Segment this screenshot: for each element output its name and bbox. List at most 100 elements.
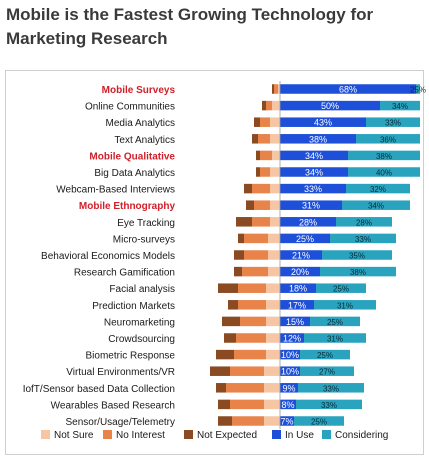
not-sure-bar <box>270 117 280 127</box>
no-interest-bar <box>244 250 268 260</box>
no-interest-bar <box>244 233 268 244</box>
category-label: Online Communities <box>85 102 175 113</box>
not-sure-bar <box>270 167 280 177</box>
not-expected-bar <box>246 200 254 210</box>
category-label: IofT/Sensor based Data Collection <box>23 384 175 395</box>
no-interest-bar <box>258 134 270 144</box>
in-use-value-label: 20% <box>291 267 309 277</box>
considering-value-label: 33% <box>323 384 339 393</box>
considering-value-label: 40% <box>376 169 392 178</box>
considering-bar <box>296 399 362 410</box>
not-expected-bar <box>256 167 260 177</box>
no-interest-bar <box>252 183 270 194</box>
in-use-value-label: 8% <box>281 400 294 410</box>
not-sure-bar <box>264 383 280 393</box>
considering-bar <box>314 300 376 310</box>
considering-bar <box>416 84 420 94</box>
considering-value-label: 33% <box>321 401 337 410</box>
in-use-bar <box>280 134 356 144</box>
in-use-bar <box>280 117 366 127</box>
page-title: Mobile is the Fastest Growing Technology… <box>6 5 374 48</box>
category-label: Behavioral Economics Models <box>41 251 175 262</box>
in-use-value-label: 10% <box>281 367 299 377</box>
in-use-value-label: 21% <box>292 251 310 261</box>
in-use-bar <box>280 383 298 393</box>
category-label: Media Analytics <box>106 118 175 129</box>
in-use-value-label: 10% <box>281 350 299 360</box>
in-use-value-label: 17% <box>288 300 306 310</box>
not-sure-bar <box>278 84 280 94</box>
considering-value-label: 25% <box>333 285 349 294</box>
category-label: Sensor/Usage/Telemetry <box>66 417 176 428</box>
in-use-value-label: 33% <box>304 184 322 194</box>
legend-swatch <box>41 430 50 439</box>
in-use-bar <box>280 84 416 94</box>
considering-value-label: 38% <box>350 268 366 277</box>
not-expected-bar <box>218 283 238 293</box>
no-interest-bar <box>260 117 270 127</box>
considering-bar <box>310 316 360 327</box>
not-sure-bar <box>270 217 280 227</box>
no-interest-bar <box>260 167 270 177</box>
not-sure-bar <box>268 266 280 277</box>
no-interest-bar <box>230 366 264 376</box>
no-interest-bar <box>238 300 266 310</box>
category-label: Big Data Analytics <box>94 168 175 179</box>
considering-bar <box>336 217 392 227</box>
in-use-value-label: 34% <box>305 168 323 178</box>
considering-bar <box>366 117 420 127</box>
legend-swatch <box>103 430 112 439</box>
considering-value-label: 25% <box>327 318 343 327</box>
legend-label: Not Sure <box>54 430 94 441</box>
in-use-value-label: 18% <box>289 284 307 294</box>
not-expected-bar <box>236 217 252 227</box>
in-use-value-label: 7% <box>280 417 293 427</box>
not-expected-bar <box>218 399 230 410</box>
in-use-bar <box>280 150 348 161</box>
legend-label: In Use <box>285 430 314 441</box>
considering-bar <box>298 383 364 393</box>
considering-bar <box>342 200 410 210</box>
in-use-bar <box>280 300 314 310</box>
in-use-bar <box>280 366 300 376</box>
category-label: Crowdsourcing <box>108 334 175 345</box>
not-expected-bar <box>216 349 234 360</box>
category-label: Research Gamification <box>74 268 175 279</box>
considering-value-label: 25% <box>317 351 333 360</box>
considering-value-label: 31% <box>327 335 343 344</box>
category-label: Mobile Qualitative <box>89 151 175 162</box>
considering-bar <box>316 283 366 293</box>
not-sure-bar <box>266 333 280 343</box>
in-use-bar <box>280 399 296 410</box>
not-sure-bar <box>266 349 280 360</box>
in-use-value-label: 68% <box>339 85 357 95</box>
not-sure-bar <box>264 399 280 410</box>
not-expected-bar <box>244 183 252 194</box>
in-use-bar <box>280 233 330 244</box>
considering-bar <box>330 233 396 244</box>
category-label: Webcam-Based Interviews <box>56 185 175 196</box>
considering-value-label: 31% <box>337 301 353 310</box>
in-use-bar <box>280 283 316 293</box>
no-interest-bar <box>236 333 266 343</box>
no-interest-bar <box>238 283 266 293</box>
in-use-bar <box>280 167 348 177</box>
not-expected-bar <box>256 150 260 161</box>
legend-label: Not Expected <box>197 430 257 441</box>
in-use-value-label: 9% <box>282 383 295 393</box>
considering-bar <box>294 416 344 426</box>
considering-value-label: 28% <box>356 218 372 227</box>
not-sure-bar <box>268 250 280 260</box>
considering-bar <box>380 100 420 111</box>
not-sure-bar <box>266 300 280 310</box>
not-expected-bar <box>216 383 226 393</box>
in-use-bar <box>280 266 320 277</box>
no-interest-bar <box>252 217 270 227</box>
category-label: Text Analytics <box>114 135 175 146</box>
category-label: Neuromarketing <box>104 317 175 328</box>
category-label: Wearables Based Research <box>51 400 175 411</box>
in-use-bar <box>280 100 380 111</box>
legend-label: No Interest <box>116 430 165 441</box>
legend-swatch <box>272 430 281 439</box>
not-sure-bar <box>270 200 280 210</box>
